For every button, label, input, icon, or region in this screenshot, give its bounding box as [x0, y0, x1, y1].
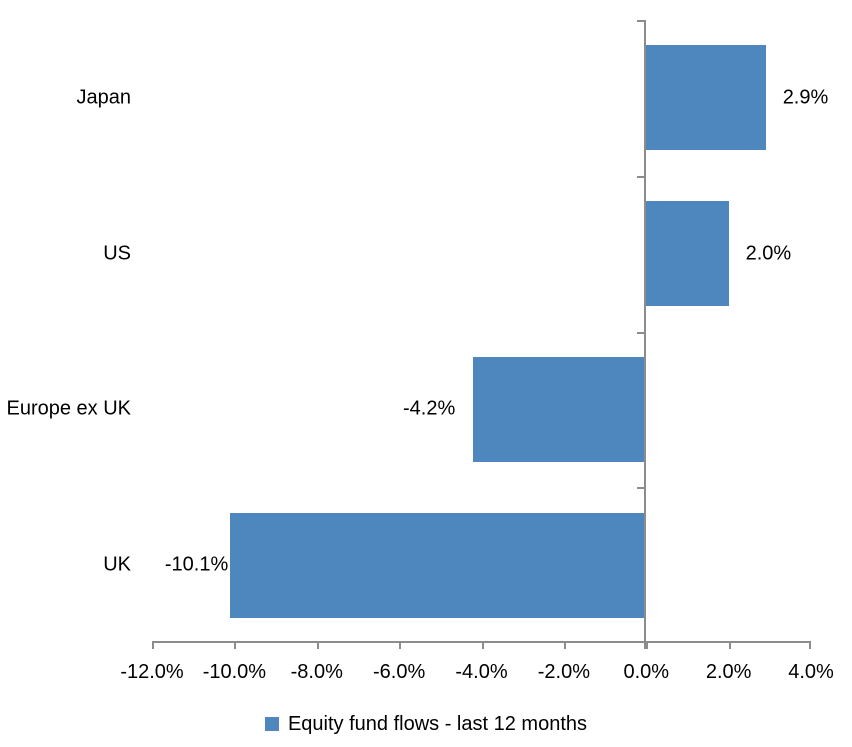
legend-label: Equity fund flows - last 12 months: [287, 712, 588, 735]
x-axis-tick: [809, 643, 811, 649]
category-tick: [637, 20, 645, 22]
x-axis-tick: [646, 643, 649, 649]
legend: Equity fund flows - last 12 months: [0, 708, 852, 740]
value-label-uk: -10.1%: [164, 553, 229, 576]
x-tick-label--8-0-: -8.0%: [290, 661, 343, 683]
x-tick-label--12-0-: -12.0%: [120, 661, 184, 683]
value-label-us: 2.0%: [745, 242, 792, 265]
category-tick: [637, 487, 645, 490]
category-label-uk: UK: [103, 553, 131, 576]
value-label-japan: 2.9%: [782, 86, 829, 109]
x-tick-label-4-0-: 4.0%: [788, 661, 834, 683]
x-tick-label--4-0-: -4.0%: [455, 661, 508, 683]
plot-area: 2.9% 2.0% -4.2% -10.1%: [152, 20, 828, 649]
value-label-europe-ex-uk: -4.2%: [403, 397, 456, 420]
category-label-us: US: [103, 242, 131, 265]
bar-us: [646, 201, 729, 307]
category-label-japan: Japan: [76, 86, 132, 109]
category-tick: [637, 175, 645, 178]
x-tick-label--2-0-: -2.0%: [537, 661, 590, 683]
x-axis-tick: [399, 643, 402, 649]
x-tick-label--6-0-: -6.0%: [373, 661, 426, 683]
legend-square-icon: [264, 717, 279, 731]
x-axis-tick: [316, 643, 319, 649]
x-axis-tick: [234, 643, 237, 649]
zero-axis-line: [644, 20, 647, 649]
bar-uk: [230, 512, 647, 618]
bar-europe-ex-uk: [473, 356, 647, 462]
x-axis-tick: [728, 643, 731, 649]
category-tick: [637, 331, 645, 334]
x-axis-tick: [152, 643, 154, 649]
x-axis-tick: [563, 643, 566, 649]
x-axis-tick: [481, 643, 484, 649]
x-axis-line: [152, 641, 811, 643]
x-tick-label--10-0-: -10.0%: [202, 661, 267, 683]
category-label-europe-ex-uk: Europe ex UK: [6, 397, 131, 420]
x-tick-label-2-0-: 2.0%: [705, 661, 752, 683]
bar-japan: [646, 45, 766, 151]
x-tick-label-0-0-: 0.0%: [623, 661, 670, 683]
